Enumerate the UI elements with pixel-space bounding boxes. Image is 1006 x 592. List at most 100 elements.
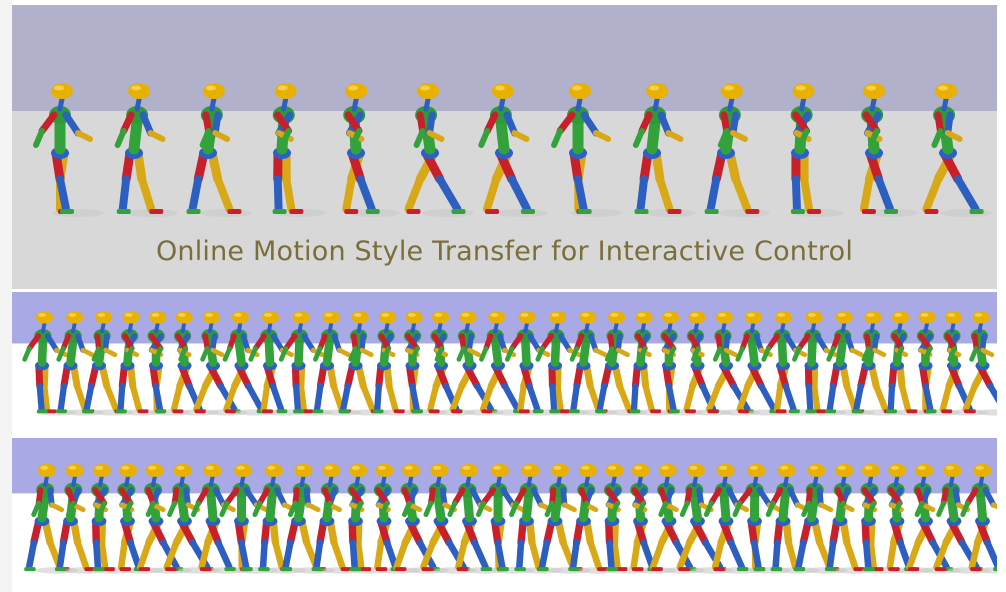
leg-lower: [129, 382, 143, 413]
head: [149, 311, 167, 324]
arm-upper: [756, 487, 773, 508]
foot: [941, 409, 953, 414]
neck: [637, 474, 643, 488]
head: [491, 83, 514, 99]
foot: [115, 409, 127, 414]
neck: [43, 474, 49, 488]
neck: [180, 321, 187, 334]
figure: [705, 311, 761, 416]
foot: [634, 209, 649, 214]
head-highlight: [348, 85, 359, 91]
foot: [668, 409, 680, 414]
neck: [134, 96, 142, 112]
leg-lower: [214, 539, 233, 571]
arm-lower: [835, 500, 846, 518]
figure: [190, 463, 250, 574]
leg-lower: [213, 175, 234, 213]
leg-lower: [906, 539, 922, 571]
foot: [745, 209, 760, 214]
head-highlight: [97, 312, 106, 317]
foot: [119, 567, 132, 572]
arm-lower: [509, 500, 519, 518]
foot: [484, 209, 499, 214]
leg-lower: [805, 382, 814, 413]
leg-lower: [596, 382, 608, 413]
leg-lower: [962, 382, 978, 413]
foot: [924, 209, 939, 214]
head-highlight: [95, 465, 104, 470]
leg-lower: [170, 382, 183, 413]
head: [264, 463, 283, 477]
figure: [630, 463, 677, 574]
torso: [946, 490, 959, 523]
arm-lower: [150, 502, 166, 513]
arm-lower: [65, 500, 76, 518]
head-highlight: [324, 312, 333, 317]
figure: [860, 463, 905, 574]
arm-lower: [801, 500, 812, 518]
leg-lower: [127, 539, 143, 571]
neck: [941, 96, 949, 112]
arm-upper: [861, 487, 877, 506]
arm-lower: [407, 502, 423, 513]
arm-upper: [270, 333, 285, 353]
arm-lower: [222, 346, 233, 362]
foot: [651, 567, 663, 572]
foot: [851, 409, 863, 414]
torso: [351, 336, 363, 367]
arm-upper: [513, 487, 527, 506]
head-highlight: [68, 312, 77, 317]
head: [635, 311, 653, 324]
foot: [595, 409, 606, 414]
head-highlight: [974, 312, 983, 317]
torso: [293, 490, 307, 523]
figure: [115, 311, 162, 416]
leg-lower: [193, 382, 209, 413]
head: [37, 463, 56, 477]
leg-lower: [482, 175, 501, 213]
torso: [550, 336, 561, 367]
arm-lower: [124, 346, 135, 362]
arm-upper: [283, 333, 298, 352]
arm-upper: [635, 333, 648, 352]
head: [345, 83, 368, 99]
torso: [835, 336, 847, 367]
arm-upper: [527, 333, 542, 353]
figure: [886, 463, 934, 574]
torso: [579, 336, 591, 367]
arm-lower: [636, 500, 646, 518]
foot: [518, 409, 530, 414]
arm-lower: [479, 346, 489, 362]
leg-lower: [826, 539, 837, 571]
head: [549, 311, 567, 324]
leg-lower: [330, 382, 345, 413]
head-highlight: [267, 465, 276, 470]
arm-upper: [557, 333, 573, 353]
head: [835, 463, 854, 477]
arm-upper: [274, 111, 293, 135]
head: [918, 311, 936, 324]
arm-upper: [509, 333, 524, 352]
arm-lower: [818, 502, 834, 513]
head-highlight: [40, 465, 49, 470]
head-highlight: [866, 312, 875, 317]
leg-lower: [297, 382, 307, 413]
neck: [948, 474, 955, 488]
leg-lower: [292, 382, 301, 413]
head-highlight: [523, 465, 532, 470]
head: [322, 463, 341, 477]
leg-lower: [640, 539, 656, 571]
arm-lower: [980, 347, 995, 358]
leg-lower: [118, 175, 131, 213]
foot: [970, 567, 982, 572]
torso: [264, 336, 275, 367]
arm-upper: [918, 333, 933, 352]
arm-upper: [814, 333, 829, 353]
head: [915, 463, 934, 477]
neck: [923, 321, 929, 334]
head: [658, 463, 677, 477]
leg-lower: [374, 382, 382, 413]
neck: [179, 474, 185, 488]
head-highlight: [894, 312, 903, 317]
head: [173, 463, 192, 477]
